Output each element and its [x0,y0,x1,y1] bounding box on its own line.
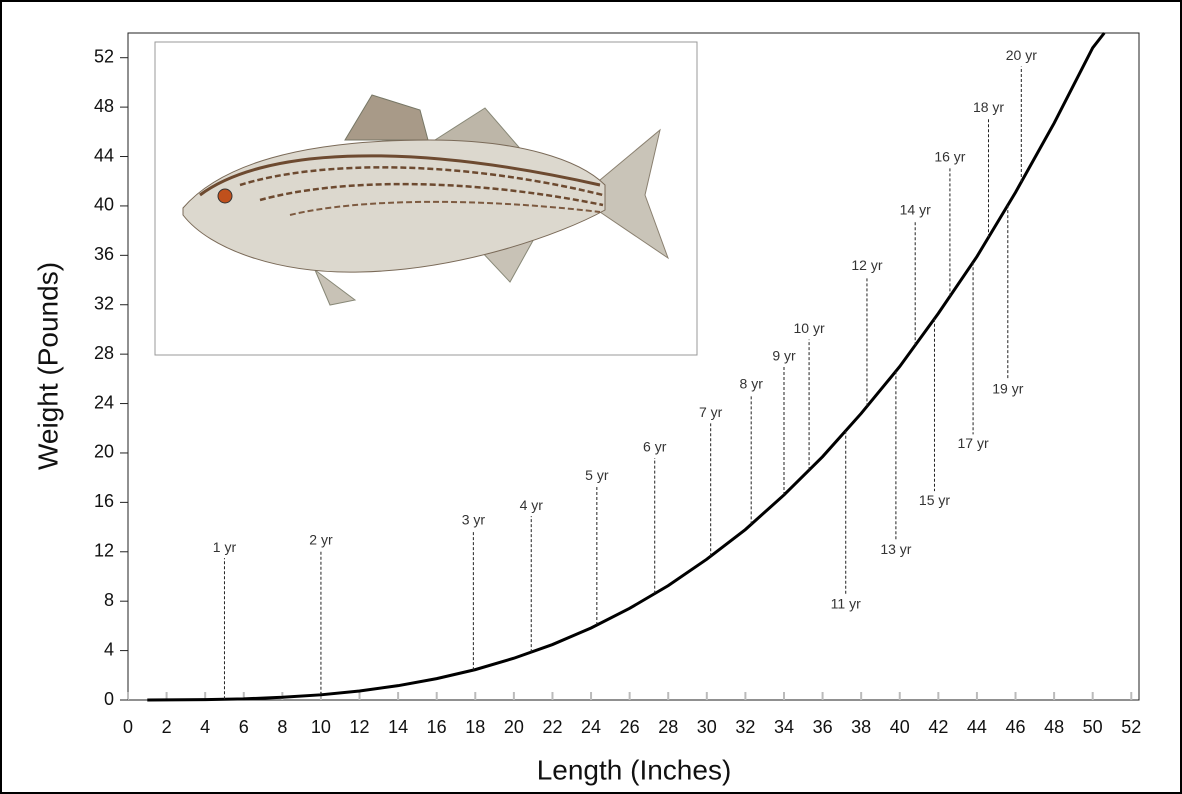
x-tick-label: 46 [1006,717,1026,737]
x-tick-label: 20 [504,717,524,737]
x-tick-label: 14 [388,717,408,737]
age-label: 5 yr [585,467,609,483]
age-label: 6 yr [643,439,667,455]
age-label: 12 yr [851,257,882,273]
age-label: 15 yr [919,492,950,508]
y-tick-label: 52 [94,46,114,66]
fish-illustration [155,42,697,355]
age-label: 9 yr [772,347,796,363]
x-tick-label: 40 [890,717,910,737]
y-tick-label: 16 [94,491,114,511]
y-tick-label: 4 [104,639,114,659]
age-label: 17 yr [958,435,989,451]
x-tick-label: 52 [1121,717,1141,737]
x-tick-label: 28 [658,717,678,737]
y-axis-title: Weight (Pounds) [32,262,63,470]
age-label: 14 yr [900,202,931,218]
age-label: 19 yr [992,381,1023,397]
x-tick-label: 6 [239,717,249,737]
x-tick-label: 32 [735,717,755,737]
y-tick-label: 32 [94,293,114,313]
x-tick-label: 50 [1083,717,1103,737]
x-tick-label: 8 [277,717,287,737]
age-label: 18 yr [973,99,1004,115]
x-tick-label: 2 [162,717,172,737]
x-tick-label: 42 [928,717,948,737]
age-label: 7 yr [699,404,723,420]
age-label: 10 yr [794,320,825,336]
x-tick-label: 22 [542,717,562,737]
x-tick-label: 38 [851,717,871,737]
age-label: 1 yr [213,539,237,555]
chart: 0246810121416182022242628303234363840424… [0,0,1182,794]
x-tick-label: 18 [465,717,485,737]
x-tick-label: 30 [697,717,717,737]
x-tick-label: 26 [620,717,640,737]
y-tick-label: 28 [94,343,114,363]
y-tick-label: 8 [104,590,114,610]
age-label: 8 yr [740,376,764,392]
y-tick-label: 36 [94,244,114,264]
y-tick-label: 40 [94,195,114,215]
x-tick-label: 24 [581,717,601,737]
fish-eye [218,189,232,203]
y-tick-label: 48 [94,96,114,116]
y-tick-label: 0 [104,689,114,709]
x-tick-label: 10 [311,717,331,737]
age-label: 16 yr [934,148,965,164]
x-tick-label: 48 [1044,717,1064,737]
x-tick-label: 34 [774,717,794,737]
y-tick-label: 12 [94,541,114,561]
age-label: 2 yr [309,531,333,547]
x-axis-title: Length (Inches) [537,754,732,785]
x-tick-label: 16 [427,717,447,737]
y-tick-label: 24 [94,392,114,412]
x-tick-label: 0 [123,717,133,737]
x-tick-label: 44 [967,717,987,737]
age-label: 4 yr [520,497,544,513]
age-label: 11 yr [831,596,861,612]
age-label: 20 yr [1006,47,1037,63]
x-tick-label: 36 [813,717,833,737]
x-tick-label: 12 [350,717,370,737]
y-tick-label: 44 [94,145,114,165]
x-tick-label: 4 [200,717,210,737]
age-label: 13 yr [880,541,911,557]
age-label: 3 yr [462,512,486,528]
y-tick-label: 20 [94,442,114,462]
